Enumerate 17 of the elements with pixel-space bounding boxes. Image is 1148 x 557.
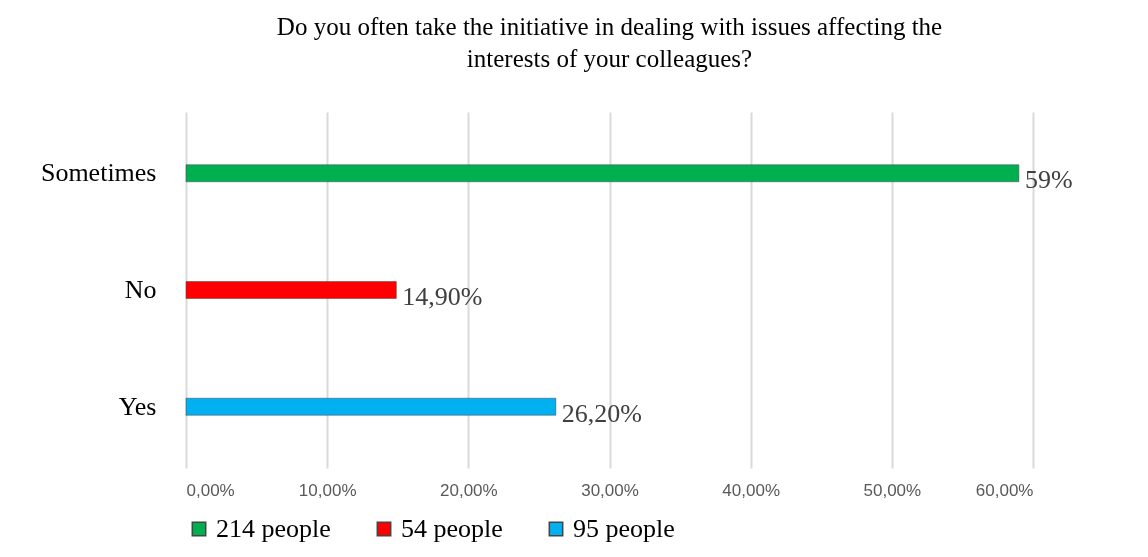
legend-label: 95 people [573,514,675,543]
legend-label: 214 people [216,514,331,543]
legend-label: 54 people [401,514,503,543]
x-tick-label: 0,00% [186,480,235,500]
y-tick-label: No [124,275,157,304]
x-tick-label: 40,00% [722,480,780,500]
x-tick-label: 20,00% [440,480,498,500]
data-label: 59% [1024,165,1073,195]
x-tick-label: 50,00% [863,480,922,500]
y-tick-label: Yes [118,391,157,421]
x-tick-label: 30,00% [581,480,639,500]
x-tick-label: 60,00% [975,480,1034,500]
data-label: 14,90% [402,282,483,311]
data-label: 26,20% [561,398,643,428]
x-tick-label: 10,00% [298,480,357,500]
chart-title: Do you often take the initiative in dealing with issues affecting the interests of your colleagues? [276,13,943,72]
y-tick-label: Sometimes [40,158,157,188]
